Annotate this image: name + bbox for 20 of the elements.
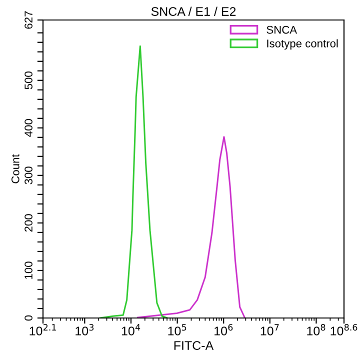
y-tick-label: 500: [24, 72, 32, 90]
y-tick-label: 200: [24, 214, 32, 232]
legend-label: Isotype control: [267, 39, 338, 50]
x-tick-label: 10$^{7}$: [260, 324, 279, 336]
y-tick-label: 400: [24, 119, 32, 137]
y-tick-label: 0: [24, 315, 32, 321]
x-tick-label: 10$^{2.1}$: [30, 324, 56, 336]
x-tick-label: 10$^{8.6}$: [330, 324, 358, 336]
x-axis-title: FITC-A: [174, 341, 214, 350]
x-tick-label: 10$^{5}$: [168, 324, 186, 336]
legend-label: SNCA: [266, 26, 298, 34]
x-tick-label: 10$^{6}$: [214, 324, 233, 336]
y-tick-label: 100: [24, 262, 32, 279]
y-tick-label: 300: [24, 166, 32, 184]
chart-title: SNCA / E1 / E2: [151, 6, 236, 16]
x-tick-label: 10$^{8}$: [307, 324, 326, 336]
x-tick-label: 10$^{3}$: [76, 324, 94, 336]
y-tick-label: 627: [24, 11, 32, 29]
x-tick-label: 10$^{4}$: [122, 324, 140, 336]
y-axis-title: Count: [11, 154, 20, 184]
